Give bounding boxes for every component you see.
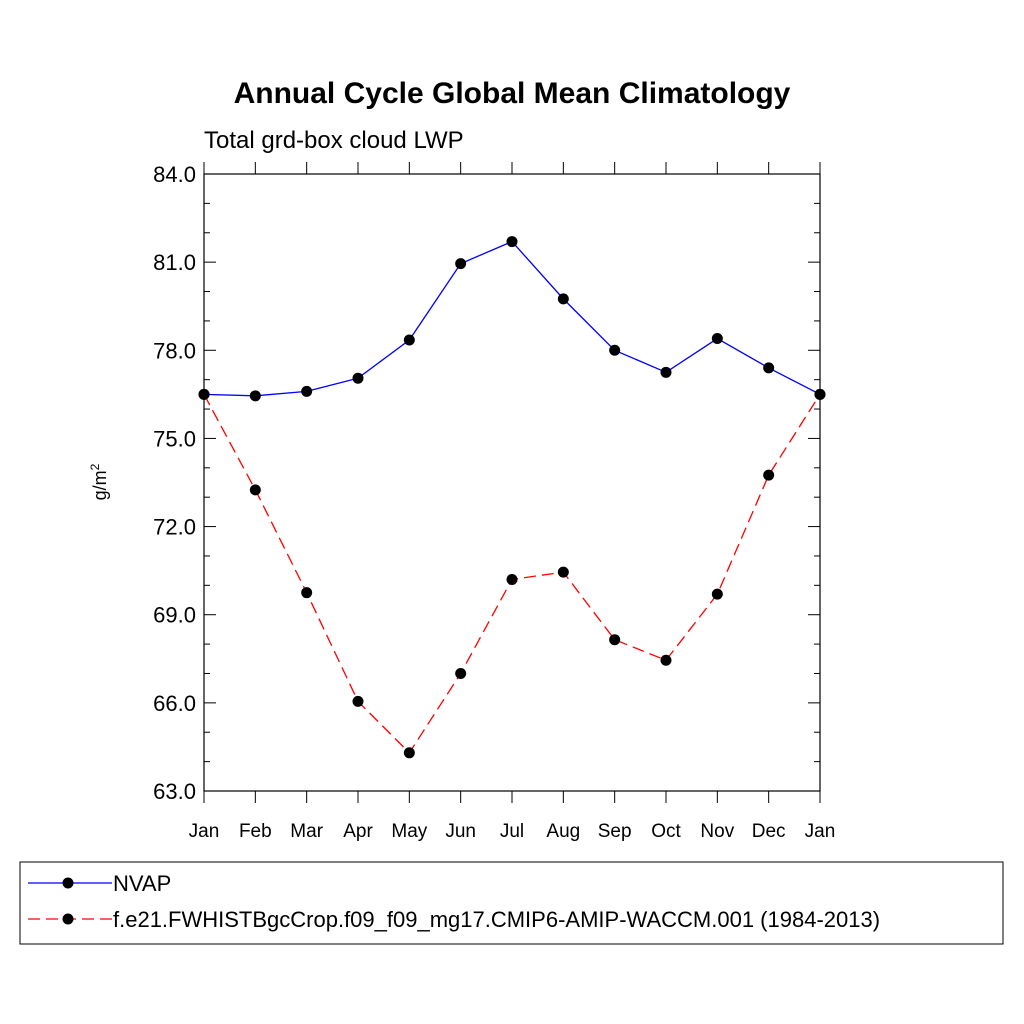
data-point [763, 362, 775, 374]
data-point [455, 258, 467, 270]
x-tick-label: Dec [752, 821, 786, 842]
plot-frame [203, 173, 821, 792]
legend-marker [62, 913, 74, 925]
x-tick-label: Jul [500, 821, 524, 842]
data-point [557, 566, 569, 578]
data-point [506, 236, 518, 248]
series-line [203, 394, 821, 754]
x-tick-label: Mar [290, 821, 323, 842]
data-point [455, 667, 467, 679]
series-line [203, 240, 821, 397]
data-point [249, 390, 261, 402]
x-tick-label: Jan [805, 821, 836, 842]
legend-label: NVAP [113, 871, 171, 896]
chart-title: Annual Cycle Global Mean Climatology [234, 77, 791, 110]
chart-subtitle: Total grd-box cloud LWP [204, 127, 464, 154]
y-tick-label: 78.0 [153, 338, 196, 363]
data-point [763, 469, 775, 481]
y-tick-label: 72.0 [153, 515, 196, 540]
data-point [609, 634, 621, 646]
series-0 [198, 236, 826, 402]
data-point [660, 654, 672, 666]
x-tick-label: May [391, 821, 427, 842]
data-point [301, 587, 313, 599]
y-tick-label: 66.0 [153, 691, 196, 716]
y-axis-label: g/m2 [88, 463, 110, 500]
data-point [660, 366, 672, 378]
legend-marker [62, 877, 74, 889]
x-tick-label: Aug [546, 821, 580, 842]
x-tick-label: Jan [189, 821, 220, 842]
x-tick-label: Oct [651, 821, 681, 842]
y-tick-label: 75.0 [153, 426, 196, 451]
data-point [711, 333, 723, 345]
data-point [198, 388, 210, 400]
series-1 [198, 388, 826, 759]
y-axis-label-group: g/m2 [88, 463, 110, 500]
x-tick-label: Jun [445, 821, 476, 842]
y-tick-label: 81.0 [153, 250, 196, 275]
y-tick-label: 84.0 [153, 162, 196, 187]
data-point [352, 695, 364, 707]
x-tick-label: Sep [598, 821, 632, 842]
x-tick-label: Nov [700, 821, 734, 842]
axes: 63.0 66.0 69.0 72.0 75.0 78.0 81.0 84.0 Jan Feb Ma… [153, 162, 835, 842]
legend-label: f.e21.FWHISTBgcCrop.f09_f09_mg17.CMIP6-A… [113, 907, 880, 932]
data-point [403, 334, 415, 346]
data-point [814, 388, 826, 400]
data-point [557, 293, 569, 305]
data-point [301, 385, 313, 397]
legend-box [19, 861, 1004, 945]
data-point [609, 344, 621, 356]
data-point [506, 573, 518, 585]
y-tick-label: 69.0 [153, 603, 196, 628]
data-point [403, 747, 415, 759]
data-point [352, 372, 364, 384]
y-axis-label-superscript: 2 [88, 463, 102, 470]
y-axis-label-text: g/m [90, 470, 110, 500]
x-tick-label: Feb [239, 821, 272, 842]
data-point [249, 484, 261, 496]
series-layer [198, 236, 826, 759]
legend: NVAP f.e21.FWHISTBgcCrop.f09_f09_mg17.CMI… [28, 871, 880, 932]
y-tick-label: 63.0 [153, 779, 196, 804]
data-point [711, 588, 723, 600]
x-tick-label: Apr [343, 821, 373, 842]
